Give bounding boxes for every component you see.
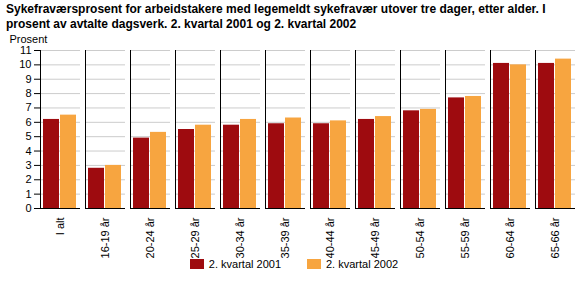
svg-text:20-24 år: 20-24 år [144,217,156,258]
svg-text:55-59 år: 55-59 år [459,217,471,258]
svg-text:0: 0 [25,202,31,214]
svg-text:I alt: I alt [54,218,66,236]
svg-text:60-64 år: 60-64 år [504,217,516,258]
svg-text:30-34 år: 30-34 år [234,217,246,258]
html-text:Sykefraværsprosent for arbeids: Sykefraværsprosent for arbeidstakere med… [6,2,546,31]
svg-text:25-29 år: 25-29 år [189,217,201,258]
svg-text:8: 8 [25,87,31,99]
svg-text:40-44 år: 40-44 år [324,217,336,258]
svg-text:3: 3 [25,159,31,171]
svg-text:4: 4 [25,145,31,157]
svg-text:65-66 år: 65-66 år [549,217,561,258]
svg-text:9: 9 [25,73,31,85]
svg-text:6: 6 [25,116,31,128]
svg-text:5: 5 [25,130,31,142]
html-text:2. kvartal 2001: 2. kvartal 2001 [208,258,281,270]
svg-text:Prosent: Prosent [10,33,48,45]
svg-text:7: 7 [25,101,31,113]
svg-text:1: 1 [25,188,31,200]
svg-text:50-54 år: 50-54 år [414,217,426,258]
svg-text:10: 10 [19,58,31,70]
svg-text:11: 11 [20,44,31,56]
html-text:2. kvartal 2002: 2. kvartal 2002 [326,258,399,270]
svg-text:35-39 år: 35-39 år [279,217,291,258]
svg-text:45-49 år: 45-49 år [369,217,381,258]
svg-text:16-19 år: 16-19 år [99,217,111,258]
svg-text:2: 2 [25,173,31,185]
